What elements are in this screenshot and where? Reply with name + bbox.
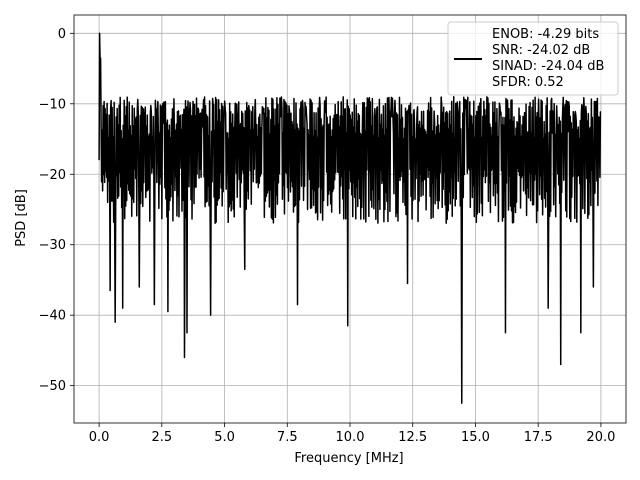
- ticks: 0.0 2.5 5.0 7.5 10.0 12.5 15.0 17.5 20.0 0 −10 −20 −…: [39, 27, 616, 445]
- x-tick-label: 17.5: [524, 430, 553, 445]
- y-tick-label: −40: [39, 309, 66, 324]
- x-tick-label: 10.0: [336, 430, 365, 445]
- legend-box: [447, 21, 619, 96]
- psd-series-line: [98, 32, 602, 405]
- x-tick-label: 0.0: [89, 430, 110, 445]
- x-tick-label: 20.0: [586, 430, 615, 445]
- x-axis-label: Frequency [MHz]: [294, 451, 403, 466]
- x-tick-label: 15.0: [461, 430, 490, 445]
- legend-entry-text: ENOB: -4.29 bits: [492, 27, 599, 42]
- y-tick-label: −10: [39, 97, 66, 112]
- legend-entry-text: SFDR: 0.52: [492, 75, 564, 90]
- y-tick-label: −50: [39, 379, 66, 394]
- x-tick-label: 12.5: [398, 430, 427, 445]
- x-tick-label: 7.5: [277, 430, 298, 445]
- y-tick-label: −30: [39, 238, 66, 253]
- legend-entry-text: SNR: -24.02 dB: [492, 43, 590, 58]
- series-layer: [98, 32, 602, 405]
- legend-entry-text: SINAD: -24.04 dB: [492, 59, 604, 74]
- y-axis-label: PSD [dB]: [14, 189, 29, 247]
- x-tick-label: 2.5: [151, 430, 172, 445]
- y-tick-label: −20: [39, 168, 66, 183]
- y-tick-label: 0: [58, 27, 66, 42]
- x-tick-label: 5.0: [214, 430, 235, 445]
